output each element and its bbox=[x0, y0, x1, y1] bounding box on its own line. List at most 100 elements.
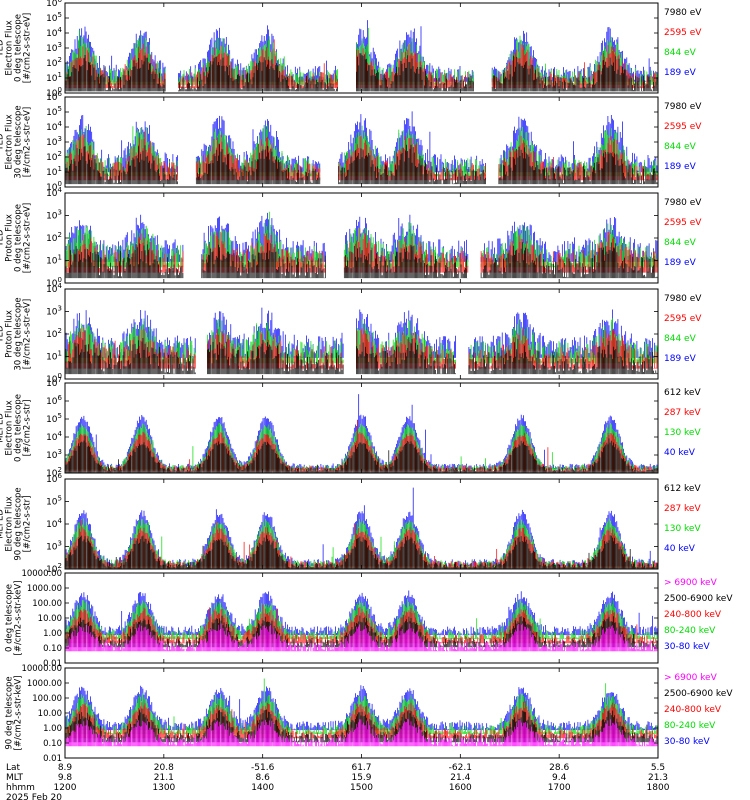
y-tick-label: 105 bbox=[46, 412, 62, 425]
legend-entry: 30-80 keV bbox=[664, 737, 710, 747]
y-axis-label: [#/cm2-s-str-eV] bbox=[23, 107, 33, 177]
y-axis-label: 0 deg telescope bbox=[14, 14, 24, 82]
legend-entry: 189 eV bbox=[664, 258, 697, 268]
y-tick-label: 104 bbox=[46, 26, 62, 39]
y-tick-label: 104 bbox=[46, 282, 62, 295]
y-axis-label: 90 deg telescope bbox=[14, 487, 24, 560]
y-tick-label: 100 bbox=[46, 276, 62, 289]
y-axis-label: 0 deg telescope bbox=[5, 584, 15, 652]
x-tick-lat: 20.8 bbox=[154, 763, 174, 773]
y-tick-label: 1.00 bbox=[43, 629, 62, 639]
legend-entry: 612 keV bbox=[664, 484, 701, 494]
y-axis-label: 30 deg telescope bbox=[14, 297, 24, 370]
panel-meped-electron-90: 102 103 104 105 106 MEPED Electron Flux 90 deg … bbox=[0, 472, 701, 575]
y-axis-label: TED bbox=[0, 325, 6, 344]
legend-entry: 40 keV bbox=[664, 544, 696, 554]
y-axis-label: 0 deg telescope bbox=[14, 204, 24, 272]
panel-meped-electron-0: 102 103 104 105 106 107 MEPED Electron Flux 0 de… bbox=[0, 376, 701, 479]
y-axis-label: [#/cm2-s-str] bbox=[23, 400, 33, 457]
x-row-label: MLT bbox=[6, 773, 24, 783]
y-tick-label: 103 bbox=[46, 540, 62, 553]
legend-entry: 2595 eV bbox=[664, 122, 702, 132]
y-axis-label: Electron Flux bbox=[5, 400, 15, 455]
y-tick-label: 10000.00 bbox=[21, 569, 62, 579]
y-axis-label: 30 deg telescope bbox=[14, 105, 24, 178]
x-tick-hhmm: 1800 bbox=[647, 783, 670, 793]
y-tick-label: 104 bbox=[46, 430, 62, 443]
y-tick-label: 0.01 bbox=[43, 754, 62, 764]
y-tick-label: 103 bbox=[46, 448, 62, 461]
y-tick-label: 105 bbox=[46, 105, 62, 118]
panel-ted-electron-0: 100 101 102 103 104 105 106 TED Electron Flux 0 d… bbox=[0, 0, 702, 99]
x-tick-mlt: 21.3 bbox=[648, 773, 668, 783]
y-axis-label: Electron Flux bbox=[5, 20, 15, 75]
x-tick-mlt: 8.6 bbox=[256, 773, 271, 783]
x-tick-hhmm: 1200 bbox=[54, 783, 77, 793]
y-tick-label: 102 bbox=[46, 150, 62, 163]
y-tick-label: 106 bbox=[46, 0, 62, 9]
y-tick-label: 107 bbox=[46, 376, 62, 389]
x-tick-hhmm: 1300 bbox=[152, 783, 175, 793]
y-axis-label: 0 deg telescope bbox=[14, 394, 24, 462]
y-tick-label: 10.00 bbox=[38, 614, 62, 624]
x-tick-hhmm: 1400 bbox=[251, 783, 274, 793]
legend-entry: 2500-6900 keV bbox=[664, 594, 733, 604]
y-tick-label: 0.10 bbox=[43, 644, 62, 654]
y-tick-label: 101 bbox=[46, 71, 62, 84]
y-tick-label: 103 bbox=[46, 41, 62, 54]
y-axis-label: MEPED bbox=[0, 509, 6, 539]
y-axis-label: [#/cm2-s-str-keV] bbox=[14, 581, 24, 656]
y-axis-label: MEPED bbox=[0, 413, 6, 443]
y-tick-label: 1000.00 bbox=[27, 679, 62, 689]
x-row-label: hhmm bbox=[6, 783, 35, 793]
legend-entry: 130 keV bbox=[664, 428, 701, 438]
y-tick-label: 104 bbox=[46, 517, 62, 530]
y-tick-label: 101 bbox=[46, 254, 62, 267]
x-tick-lat: -51.6 bbox=[251, 763, 275, 773]
y-tick-label: 105 bbox=[46, 11, 62, 24]
panel-ted-proton-30: 100 101 102 103 104 TED Proton Flux 30 deg tele… bbox=[0, 282, 702, 385]
panel-ted-proton-0: 100 101 102 103 104 TED Proton Flux 0 deg teles… bbox=[0, 186, 702, 289]
y-tick-label: 1000.00 bbox=[27, 584, 62, 594]
legend-entry: 844 eV bbox=[664, 48, 697, 58]
y-axis-label: TED bbox=[0, 229, 6, 248]
y-tick-label: 101 bbox=[46, 165, 62, 178]
x-tick-mlt: 21.4 bbox=[450, 773, 470, 783]
legend-entry: 30-80 keV bbox=[664, 642, 710, 652]
x-tick-lat: 28.6 bbox=[549, 763, 569, 773]
legend-entry: 189 eV bbox=[664, 354, 697, 364]
legend-entry: 287 keV bbox=[664, 408, 701, 418]
panel-meped-proton-90: 0.01 0.10 1.00 10.00 100.00 1000.00 10000.00 90… bbox=[5, 664, 734, 764]
y-axis-label: [#/cm2-s-str-eV] bbox=[23, 299, 33, 369]
x-tick-mlt: 15.9 bbox=[351, 773, 371, 783]
y-tick-label: 10.00 bbox=[38, 709, 62, 719]
y-tick-label: 104 bbox=[46, 120, 62, 133]
panel-ted-electron-30: 100 101 102 103 104 105 106 TED Electron Flux 30 … bbox=[0, 90, 702, 193]
y-tick-label: 101 bbox=[46, 350, 62, 363]
legend-entry: 240-800 keV bbox=[664, 705, 722, 715]
y-tick-label: 10000.00 bbox=[21, 664, 62, 674]
legend-entry: > 6900 keV bbox=[664, 578, 718, 588]
x-tick-lat: -62.1 bbox=[449, 763, 472, 773]
legend-entry: 844 eV bbox=[664, 334, 697, 344]
y-axis-label: Electron Flux bbox=[5, 114, 15, 169]
legend-entry: 189 eV bbox=[664, 68, 697, 78]
y-axis-label: Proton Flux bbox=[5, 310, 15, 358]
y-axis-label: [#/cm2-s-str-eV] bbox=[23, 13, 33, 83]
x-tick-hhmm: 1700 bbox=[548, 783, 571, 793]
x-tick-lat: 8.9 bbox=[58, 763, 73, 773]
y-tick-label: 104 bbox=[46, 186, 62, 199]
y-tick-label: 100 bbox=[46, 86, 62, 99]
legend-entry: 189 eV bbox=[664, 162, 697, 172]
legend-entry: 844 eV bbox=[664, 238, 697, 248]
y-tick-label: 103 bbox=[46, 135, 62, 148]
legend-entry: 80-240 keV bbox=[664, 626, 716, 636]
y-tick-label: 105 bbox=[46, 495, 62, 508]
x-tick-lat: 61.7 bbox=[351, 763, 371, 773]
y-tick-label: 100.00 bbox=[32, 694, 62, 704]
y-axis-label: [#/cm2-s-str-eV] bbox=[23, 203, 33, 273]
y-axis-label: Electron Flux bbox=[5, 496, 15, 551]
plot-date: 2025 Feb 20 bbox=[6, 793, 62, 800]
y-axis-label: TED bbox=[0, 39, 6, 58]
